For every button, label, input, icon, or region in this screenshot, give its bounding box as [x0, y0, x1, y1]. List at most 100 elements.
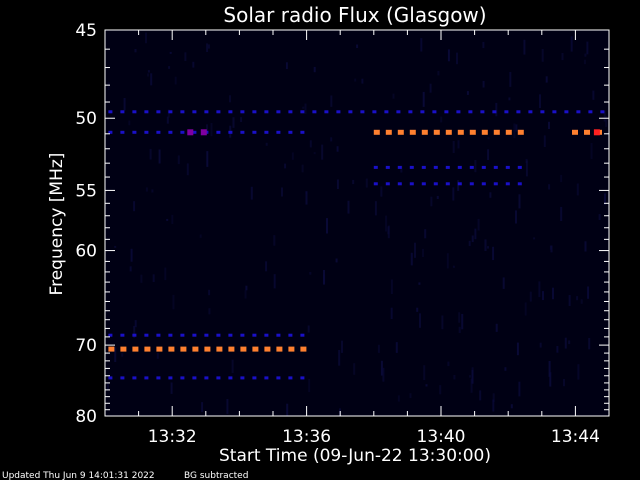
band-dash	[192, 110, 197, 114]
noise-streak	[418, 282, 421, 285]
noise-streak	[166, 218, 169, 221]
noise-streak	[549, 245, 552, 250]
noise-streak	[284, 163, 287, 169]
noise-streak	[134, 320, 137, 328]
noise-streak	[422, 91, 425, 107]
band-dash	[469, 129, 476, 135]
noise-streak	[502, 277, 505, 289]
y-tick-label: 80	[75, 407, 97, 427]
noise-streak	[330, 95, 333, 107]
noise-streak	[380, 186, 383, 197]
band-dash	[204, 346, 211, 352]
band-dash	[156, 333, 161, 337]
noise-streak	[171, 214, 174, 224]
band-dash	[469, 165, 474, 169]
band-dash	[300, 333, 305, 337]
noise-streak	[352, 179, 355, 185]
noise-streak	[291, 152, 294, 160]
noise-streak	[170, 382, 173, 394]
noise-streak	[321, 144, 324, 160]
band-dash	[228, 376, 233, 380]
noise-streak	[336, 179, 339, 189]
band-dash	[480, 110, 485, 114]
noise-streak	[471, 369, 474, 384]
noise-streak	[461, 313, 464, 330]
noise-streak	[568, 295, 571, 306]
noise-streak	[508, 97, 511, 101]
band-dash	[505, 165, 510, 169]
noise-streak	[140, 274, 143, 283]
band-dash	[168, 130, 173, 134]
x-tick-label: 13:32	[148, 427, 197, 447]
noise-streak	[474, 228, 477, 240]
noise-streak	[533, 237, 536, 240]
noise-streak	[482, 80, 485, 88]
noise-streak	[114, 347, 117, 362]
noise-streak	[492, 246, 495, 261]
noise-streak	[107, 383, 109, 390]
noise-streak	[207, 44, 210, 49]
y-tick-label: 70	[75, 336, 97, 356]
band-dash	[180, 333, 185, 337]
noise-streak	[570, 36, 573, 52]
band-dash	[252, 346, 259, 352]
noise-streak	[468, 240, 471, 247]
noise-streak	[424, 229, 427, 239]
noise-streak	[301, 164, 304, 173]
band-dash	[433, 129, 440, 135]
band-dash	[600, 110, 605, 114]
noise-streak	[166, 116, 169, 124]
band-74.3mhz	[108, 376, 305, 380]
noise-streak	[563, 379, 565, 387]
band-accent	[593, 129, 600, 136]
noise-streak	[458, 326, 461, 333]
noise-streak	[539, 94, 541, 109]
band-dash	[120, 376, 125, 380]
noise-streak	[244, 290, 247, 299]
band-dash	[505, 182, 510, 186]
noise-streak	[326, 218, 328, 234]
band-dash	[276, 346, 283, 352]
noise-streak	[395, 342, 398, 353]
band-dash	[252, 110, 257, 114]
band-dash	[120, 346, 127, 352]
band-dash	[373, 129, 380, 135]
band-dash	[504, 110, 509, 114]
noise-streak	[586, 41, 589, 55]
noise-streak	[409, 393, 412, 398]
noise-streak	[510, 404, 513, 409]
noise-streak	[240, 117, 243, 122]
band-dash	[481, 182, 486, 186]
chart-title: Solar radio Flux (Glasgow)	[223, 3, 486, 27]
noise-streak	[313, 152, 316, 155]
band-dash	[397, 129, 404, 135]
band-dash	[216, 376, 221, 380]
noise-streak	[208, 289, 211, 296]
band-dash	[421, 182, 426, 186]
noise-streak	[158, 149, 161, 164]
band-dash	[492, 110, 497, 114]
band-dash	[300, 130, 305, 134]
band-dash	[192, 376, 197, 380]
noise-streak	[452, 265, 455, 268]
band-dash	[517, 182, 522, 186]
band-dash	[348, 110, 353, 114]
band-dash	[168, 346, 175, 352]
noise-streak	[456, 52, 458, 65]
band-dash	[373, 165, 378, 169]
noise-streak	[184, 52, 187, 61]
noise-streak	[584, 241, 587, 252]
noise-streak	[147, 70, 150, 73]
noise-streak	[336, 146, 339, 152]
band-dash	[108, 346, 115, 352]
plot-area	[105, 30, 609, 416]
noise-streak	[495, 323, 498, 332]
band-dash	[300, 376, 305, 380]
band-dash	[288, 376, 293, 380]
noise-streak	[576, 183, 579, 196]
noise-streak	[302, 106, 305, 109]
band-dash	[156, 346, 163, 352]
noise-streak	[487, 137, 490, 140]
band-dash	[252, 130, 257, 134]
noise-streak	[151, 189, 154, 193]
